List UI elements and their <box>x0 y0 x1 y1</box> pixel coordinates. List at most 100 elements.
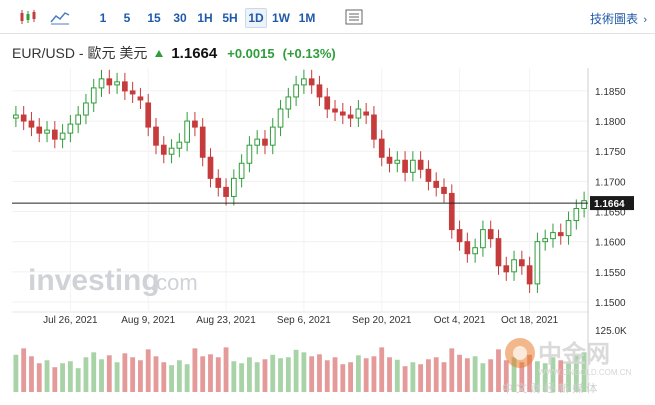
candle-body <box>448 192 455 231</box>
candle-body <box>231 177 237 197</box>
timeframe-1d[interactable]: 1D <box>245 8 267 28</box>
candle-body <box>44 129 50 134</box>
watermark-dotcom: .com <box>150 270 198 295</box>
time-tick-label: Aug 23, 2021 <box>196 315 256 326</box>
time-tick-label: Oct 4, 2021 <box>434 315 486 326</box>
time-tick-label: Oct 18, 2021 <box>501 315 559 326</box>
volume-bar <box>262 359 268 392</box>
watermark-investing: investing <box>28 264 160 297</box>
candle-body <box>246 144 253 164</box>
technical-chart-label[interactable]: 技術圖表 <box>589 12 638 26</box>
timeframe-1w[interactable]: 1W <box>272 11 290 25</box>
volume-bar <box>371 356 377 392</box>
candle-body <box>425 168 432 182</box>
candle-body <box>542 238 549 243</box>
candle-body <box>550 232 556 240</box>
candle-body <box>487 229 494 240</box>
volume-bar <box>208 354 213 392</box>
volume-bar <box>433 357 439 392</box>
candle-body <box>472 247 478 255</box>
candle-body <box>285 96 292 110</box>
candle-body <box>441 186 447 194</box>
candle-body <box>160 144 167 155</box>
volume-bar <box>200 356 206 392</box>
candle-body <box>301 78 307 86</box>
volume-bar <box>13 354 19 392</box>
volume-bar <box>449 348 455 392</box>
volume-bar <box>223 347 229 392</box>
volume-bar <box>130 357 136 392</box>
volume-bar <box>215 357 221 392</box>
candle-body <box>402 159 408 173</box>
volume-bar <box>278 358 283 392</box>
volume-bar <box>503 360 509 392</box>
volume-bar <box>145 349 151 392</box>
candle-body <box>410 159 416 173</box>
price-change: +0.0015 <box>227 45 275 61</box>
price-tick-label: 1.1700 <box>595 177 626 188</box>
timeframe-15[interactable]: 15 <box>147 11 161 25</box>
volume-bar <box>472 356 478 392</box>
volume-bar <box>441 362 447 392</box>
current-price-tag <box>590 196 634 211</box>
candle-body <box>168 147 175 155</box>
candle-body <box>316 84 323 98</box>
candle-body <box>207 156 214 179</box>
volume-bar <box>340 364 346 392</box>
candle-body <box>386 156 393 164</box>
volume-bar <box>418 364 424 392</box>
volume-bar <box>558 360 564 392</box>
volume-bar <box>29 356 34 392</box>
candle-body <box>238 162 245 179</box>
volume-bar <box>106 355 112 392</box>
candle-body <box>324 96 331 110</box>
timeframe-1h[interactable]: 1H <box>197 11 213 25</box>
volume-bar <box>519 362 525 392</box>
volume-bar <box>317 354 322 392</box>
volume-bar <box>387 357 392 392</box>
volume-bar <box>239 363 245 392</box>
volume-bar <box>184 364 190 392</box>
candle-body <box>565 220 572 237</box>
price-tick-label: 1.1850 <box>595 87 626 98</box>
price-tick-label: 1.1650 <box>595 208 626 219</box>
time-tick-label: Sep 20, 2021 <box>352 315 412 326</box>
volume-bar <box>138 360 143 392</box>
timeframe-5[interactable]: 5 <box>123 11 131 25</box>
timeframe-5h[interactable]: 5H <box>222 11 238 25</box>
technical-chart-link[interactable]: 技術圖表 › <box>590 10 647 27</box>
candle-body <box>293 84 299 98</box>
candle-body <box>176 141 183 149</box>
volume-bar <box>254 362 260 392</box>
candle-body <box>75 114 81 125</box>
up-arrow-icon <box>155 49 164 57</box>
volume-bar <box>293 349 299 392</box>
publisher-tag: 中 文 财 经 新 媒 体 <box>502 381 597 395</box>
time-tick-label: Aug 9, 2021 <box>121 315 175 326</box>
candle-body <box>526 265 533 285</box>
candle-body <box>184 120 190 143</box>
volume-bar <box>75 368 81 392</box>
timeframe-30[interactable]: 30 <box>173 11 187 25</box>
candle-body <box>495 238 502 267</box>
candle-body <box>83 102 89 116</box>
candle-body <box>262 138 268 146</box>
candle-body <box>308 78 315 86</box>
table-icon[interactable] <box>344 7 364 27</box>
investing-watermark: investing .com <box>28 264 198 297</box>
timeframe-1m[interactable]: 1M <box>298 11 316 25</box>
volume-bar <box>363 358 369 392</box>
timeframe-1[interactable]: 1 <box>99 11 107 25</box>
volume-bar <box>44 360 50 392</box>
candle-body <box>277 108 284 128</box>
price-change-percent: (+0.13%) <box>282 45 336 61</box>
area-chart-icon[interactable] <box>50 7 70 27</box>
volume-bar <box>21 348 27 392</box>
candle-body <box>67 123 74 134</box>
price-tick-label: 1.1600 <box>595 238 626 249</box>
candlestick-icon[interactable] <box>18 7 38 27</box>
publisher-name: 中金网 <box>538 340 610 368</box>
volume-bar <box>169 365 174 392</box>
candle-body <box>433 180 440 188</box>
